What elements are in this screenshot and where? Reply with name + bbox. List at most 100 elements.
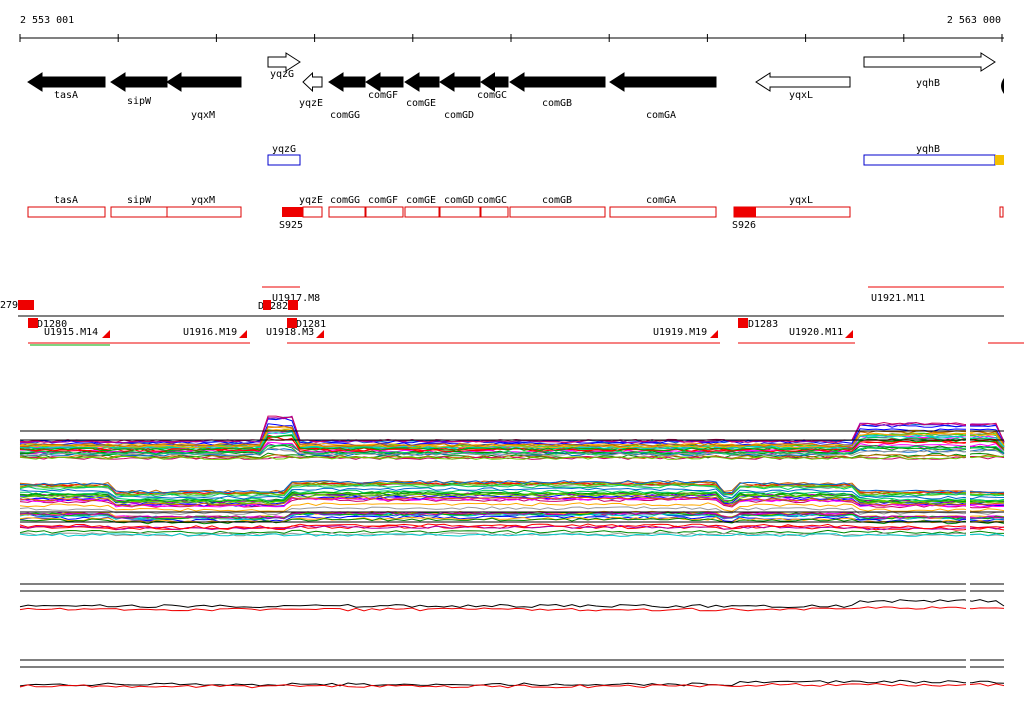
red-box-label: comGF xyxy=(368,195,398,206)
red-box xyxy=(166,206,242,218)
gene-label: comGA xyxy=(646,110,676,121)
segment-label: U1917.M8 xyxy=(272,293,320,304)
gene-label: yqzG xyxy=(270,69,294,80)
profile-line xyxy=(19,480,1005,494)
segment-label: U1916.M19 xyxy=(183,327,237,338)
blue-box-label: yqzG xyxy=(272,144,296,155)
panel-gap xyxy=(966,405,970,705)
profile-line xyxy=(19,417,1005,444)
blue-box xyxy=(267,154,301,166)
site-block xyxy=(734,207,756,217)
red-box xyxy=(609,206,717,218)
blue-box-tail xyxy=(995,155,1004,165)
gene-arrow xyxy=(110,72,168,92)
profile-line xyxy=(19,599,1005,609)
profile-line xyxy=(19,487,1005,500)
gene-arrow xyxy=(365,72,404,92)
profile-line xyxy=(19,532,1005,537)
profile-line xyxy=(19,495,1005,507)
gene-arrow xyxy=(480,72,509,92)
gene-label: tasA xyxy=(54,90,78,101)
red-box-label: comGD xyxy=(444,195,474,206)
profile-line xyxy=(19,455,1004,460)
segment-flag xyxy=(239,330,247,338)
red-box xyxy=(302,206,323,218)
segment-label: D1282 xyxy=(258,301,288,312)
gene-arrow xyxy=(863,52,996,72)
segment-block xyxy=(28,318,38,328)
gene-label: yqxL xyxy=(789,90,813,101)
red-box xyxy=(999,206,1004,218)
site-label: S925 xyxy=(279,220,303,231)
red-box-label: comGC xyxy=(477,195,507,206)
red-box xyxy=(110,206,168,218)
segment-flag xyxy=(316,330,324,338)
red-box xyxy=(404,206,440,218)
red-box xyxy=(439,206,481,218)
profile-line xyxy=(19,484,1005,498)
axis-end: 2 563 000 xyxy=(947,15,1001,26)
red-box xyxy=(27,206,106,218)
profile-line xyxy=(19,435,1005,452)
segment-label: U1919.M19 xyxy=(653,327,707,338)
gene-arrow xyxy=(609,72,717,92)
gene-arrow xyxy=(328,72,366,92)
segment-block xyxy=(738,318,748,328)
red-box xyxy=(328,206,366,218)
gene-arrow xyxy=(166,72,242,92)
red-box-label: comGB xyxy=(542,195,572,206)
segment-label: D1280 xyxy=(37,319,67,330)
segment-block xyxy=(287,318,297,328)
profile-line xyxy=(19,523,1005,530)
segment-label: U1920.M11 xyxy=(789,327,843,338)
segment-flag xyxy=(102,330,110,338)
gene-label: yqxM xyxy=(191,110,215,121)
gene-label: comGE xyxy=(406,98,436,109)
blue-box xyxy=(863,154,996,166)
segment-label: D1283 xyxy=(748,319,778,330)
segment-block xyxy=(263,300,271,310)
profile-line xyxy=(19,493,1005,505)
profile-line xyxy=(19,441,1005,454)
red-box xyxy=(480,206,509,218)
profile-line xyxy=(19,479,1005,494)
gene-arrow xyxy=(439,72,481,92)
profile-line xyxy=(19,447,1005,457)
profile-line xyxy=(19,481,1005,495)
profile-line xyxy=(19,491,1005,504)
red-box-label: yqxL xyxy=(789,195,813,206)
gene-label: comGG xyxy=(330,110,360,121)
site-label: S926 xyxy=(732,220,756,231)
red-box xyxy=(365,206,404,218)
profile-line xyxy=(19,496,1005,507)
red-box-label: yqzE xyxy=(299,195,323,206)
segment-label: D1281 xyxy=(296,319,326,330)
blue-box-label: yqhB xyxy=(916,144,940,155)
profile-line xyxy=(19,506,1005,516)
gene-arrow xyxy=(509,72,606,92)
profile-line xyxy=(19,606,1005,612)
red-box-label: tasA xyxy=(54,195,78,206)
profile-line xyxy=(19,425,1005,448)
gene-label: sipW xyxy=(127,96,152,107)
profile-line xyxy=(19,444,1005,455)
segment-flag xyxy=(845,330,853,338)
profile-line xyxy=(19,511,1005,520)
gene-arrow xyxy=(755,72,851,92)
segment-block xyxy=(288,300,298,310)
gene-arrow xyxy=(1001,78,1004,94)
axis-start: 2 553 001 xyxy=(20,15,74,26)
segment-block xyxy=(18,300,34,310)
gene-label: yqzE xyxy=(299,98,323,109)
gene-arrow xyxy=(267,52,301,72)
segment-flag xyxy=(710,330,718,338)
segment-label: U1918.M3 xyxy=(266,327,314,338)
red-box xyxy=(509,206,606,218)
segment-label: U1915.M14 xyxy=(44,327,98,338)
gene-label: comGD xyxy=(444,110,474,121)
red-box-label: sipW xyxy=(127,195,152,206)
segment-label: 279 xyxy=(0,300,18,311)
red-box-label: comGA xyxy=(646,195,676,206)
gene-label: yqhB xyxy=(916,78,940,89)
